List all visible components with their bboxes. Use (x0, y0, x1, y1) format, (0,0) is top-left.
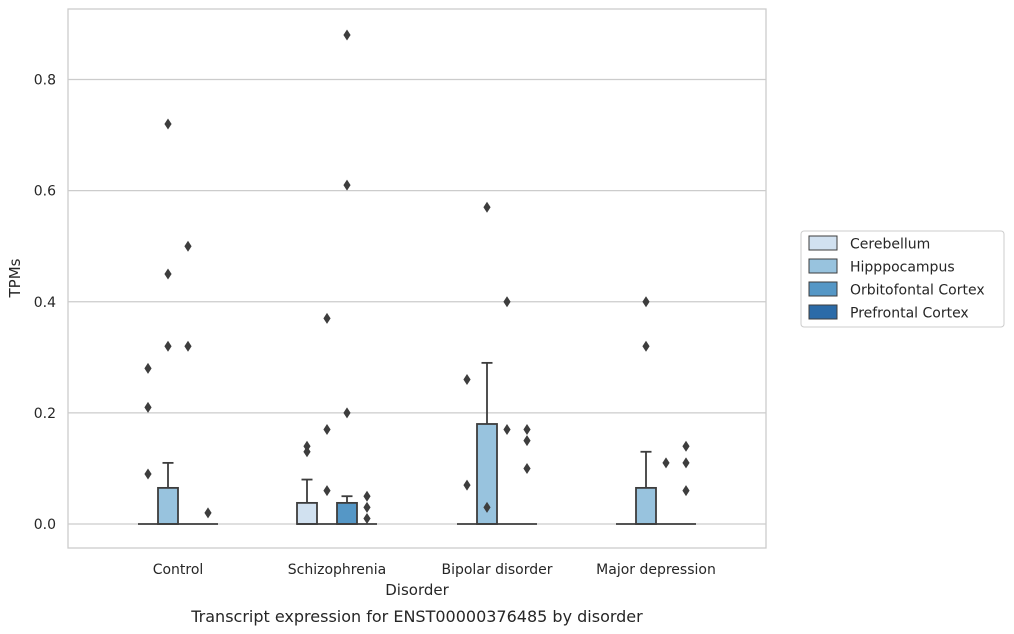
outlier-point (463, 374, 471, 386)
box-orbitofontal-cortex (336, 495, 358, 525)
y-axis-ticks: 0.0 0.2 0.4 0.6 0.8 (34, 73, 56, 534)
legend-frame (800, 230, 1005, 328)
outlier-point (164, 118, 172, 130)
outlier-point (662, 457, 670, 469)
box-hipppocampus (635, 450, 657, 525)
gridlines (68, 78, 766, 525)
plot-area-frame (67, 8, 767, 549)
x-tick-label: Control (153, 562, 204, 578)
outlier-points (144, 29, 690, 524)
box-body (336, 501, 358, 525)
outlier-point (363, 490, 371, 502)
legend-swatch (808, 258, 838, 274)
box-body (296, 501, 318, 525)
outlier-point (164, 340, 172, 352)
outlier-point (483, 501, 491, 513)
box-hipppocampus (476, 361, 498, 525)
y-tick-label: 0.2 (34, 406, 56, 422)
box-body (157, 486, 179, 525)
outlier-point (323, 424, 331, 436)
outlier-point (184, 240, 192, 252)
outlier-point (523, 435, 531, 447)
legend-label: Cerebellum (850, 237, 930, 253)
outlier-point (483, 201, 491, 213)
legend-label: Orbitofontal Cortex (850, 283, 985, 299)
legend: Cerebellum Hipppocampus Orbitofontal Corte… (800, 230, 1005, 328)
outlier-point (303, 440, 311, 452)
outlier-point (363, 501, 371, 513)
outlier-point (323, 485, 331, 497)
outlier-point (343, 179, 351, 191)
outlier-point (363, 512, 371, 524)
outlier-point (503, 424, 511, 436)
outlier-point (144, 468, 152, 480)
outlier-point (204, 507, 212, 519)
y-tick-label: 0.6 (34, 184, 56, 200)
outlier-point (164, 268, 172, 280)
figure-caption: Transcript expression for ENST0000037648… (190, 607, 643, 626)
box-cerebellum (296, 478, 318, 525)
box-hipppocampus (157, 461, 179, 525)
outlier-point (463, 479, 471, 491)
legend-swatch (808, 304, 838, 320)
y-axis-label: TPMs (6, 258, 24, 298)
outlier-point (144, 401, 152, 413)
legend-label: Hipppocampus (850, 260, 955, 276)
outlier-point (642, 340, 650, 352)
outlier-point (144, 362, 152, 374)
legend-label: Prefrontal Cortex (850, 306, 969, 322)
outlier-point (682, 440, 690, 452)
outlier-point (303, 446, 311, 458)
box-body (635, 486, 657, 525)
outlier-point (682, 457, 690, 469)
outlier-point (343, 407, 351, 419)
outlier-point (323, 312, 331, 324)
outlier-point (682, 485, 690, 497)
outlier-point (184, 340, 192, 352)
outlier-point (523, 424, 531, 436)
boxes (138, 361, 696, 525)
outlier-point (343, 29, 351, 41)
y-tick-label: 0.8 (34, 73, 56, 89)
x-tick-label: Schizophrenia (288, 562, 386, 578)
x-axis-ticks: Control Schizophrenia Bipolar disorder Majo… (153, 562, 716, 578)
outlier-point (503, 296, 511, 308)
y-tick-label: 0.4 (34, 295, 56, 311)
outlier-point (523, 462, 531, 474)
legend-swatch (808, 281, 838, 297)
x-tick-label: Major depression (596, 562, 716, 578)
outlier-point (642, 296, 650, 308)
y-tick-label: 0.0 (34, 517, 56, 533)
legend-swatch (808, 235, 838, 251)
x-axis-label: Disorder (385, 581, 449, 599)
x-tick-label: Bipolar disorder (441, 562, 552, 578)
